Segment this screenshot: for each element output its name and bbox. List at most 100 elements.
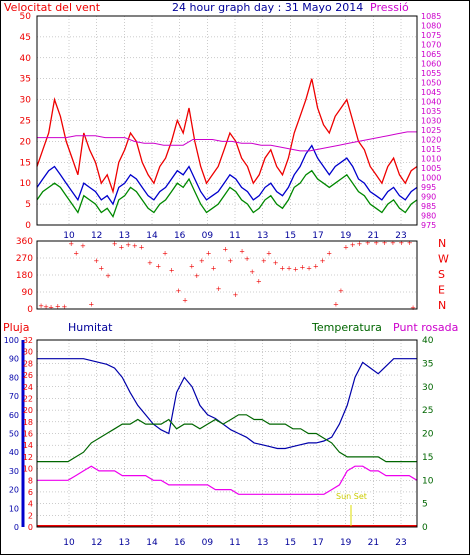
- tick-label: 30: [20, 96, 32, 106]
- tick-label: 16: [174, 538, 186, 548]
- direction-point: +: [162, 249, 168, 257]
- rain-label: Pluja: [3, 321, 29, 334]
- direction-point: +: [98, 264, 104, 272]
- wind-chart-series: [36, 78, 418, 219]
- tick-label: 5: [422, 500, 428, 510]
- direction-point: +: [373, 239, 379, 247]
- tick-label: 0: [14, 523, 19, 532]
- tick-label: 30: [23, 348, 33, 357]
- climate-chart-series: [37, 358, 418, 495]
- climate-chart-x-axis: 10 12 13 14 16 09 11 13 15 17 19 21 23: [63, 538, 406, 548]
- direction-point: +: [93, 257, 99, 265]
- tick-label: 23: [395, 538, 406, 548]
- tick-label: 1040: [421, 98, 441, 107]
- direction-point: +: [390, 239, 396, 247]
- tick-label: 45: [20, 33, 31, 43]
- tick-label: 10: [20, 179, 32, 189]
- direction-point: +: [211, 264, 217, 272]
- tick-label: 0: [422, 523, 428, 533]
- wind-speed-label: Velocitat del vent: [4, 1, 101, 14]
- tick-label: 975: [421, 221, 436, 230]
- tick-label: 40: [20, 54, 32, 64]
- series-line-pressure: [37, 131, 417, 152]
- tick-label: 13: [119, 231, 130, 241]
- humidity-label: Humitat: [68, 321, 113, 334]
- sunset-label: Sun Set: [336, 492, 367, 501]
- tick-label: 30: [9, 467, 19, 476]
- tick-label: 09: [202, 538, 214, 548]
- direction-point: +: [55, 303, 61, 311]
- wind-chart-frame: [36, 15, 418, 226]
- direction-point: +: [222, 246, 228, 254]
- tick-label: 20: [20, 137, 32, 147]
- tick-label: 1030: [421, 117, 441, 126]
- tick-label: 16: [174, 231, 186, 241]
- tick-label: 16: [23, 430, 33, 439]
- tick-label: 22: [23, 394, 33, 403]
- direction-point: +: [38, 302, 44, 310]
- tick-label: 1020: [421, 136, 441, 145]
- tick-label: 15: [422, 453, 433, 463]
- tick-label: 985: [421, 202, 436, 211]
- direction-point: +: [68, 240, 74, 248]
- tick-label: 1080: [421, 22, 441, 31]
- direction-point: +: [333, 300, 339, 308]
- tick-label: 23: [395, 231, 406, 241]
- tick-label: 13: [257, 231, 268, 241]
- tick-label: 35: [20, 75, 31, 85]
- tick-label: 30: [422, 383, 434, 393]
- direction-point: +: [43, 303, 49, 311]
- tick-label: 1085: [421, 12, 441, 21]
- direction-point: +: [244, 255, 250, 263]
- direction-point: +: [299, 264, 305, 272]
- tick-label: 60: [9, 411, 19, 420]
- direction-point: +: [286, 264, 292, 272]
- tick-label: 14: [146, 231, 158, 241]
- direction-point: +: [232, 291, 238, 299]
- tick-label: 13: [257, 538, 268, 548]
- tick-label: 24: [23, 383, 33, 392]
- direction-point: +: [261, 257, 267, 265]
- direction-point: +: [382, 239, 388, 247]
- tick-label: 35: [422, 359, 433, 369]
- tick-label: 980: [421, 212, 436, 221]
- tick-label: 1015: [421, 145, 441, 154]
- tick-label: 20: [23, 406, 33, 415]
- tick-label: 10: [23, 465, 33, 474]
- direction-point: +: [132, 242, 138, 250]
- direction-chart-frame: [36, 240, 418, 310]
- direction-point: +: [306, 264, 312, 272]
- direction-point: +: [273, 259, 279, 267]
- direction-point: +: [266, 249, 272, 257]
- direction-point: +: [293, 265, 299, 273]
- direction-point: +: [169, 266, 175, 274]
- compass-label: W: [438, 253, 449, 266]
- tick-label: 17: [312, 231, 323, 241]
- direction-point: +: [313, 263, 319, 271]
- tick-label: 18: [23, 418, 33, 427]
- direction-point: +: [155, 263, 161, 271]
- pressure-label: Pressió: [370, 1, 409, 14]
- temperature-axis: 0 5 10 15 20 25 30 35 40: [422, 336, 434, 533]
- direction-points: + + + + +++++++++ + + + ++ ++++++++++++++++++++++…: [38, 239, 416, 312]
- direction-point: +: [88, 300, 94, 308]
- climate-chart-frame: [36, 339, 418, 528]
- direction-point: +: [118, 244, 124, 252]
- tick-label: 1000: [421, 174, 441, 183]
- tick-label: 40: [9, 448, 19, 457]
- tick-label: 10: [9, 504, 19, 513]
- direction-point: +: [407, 239, 413, 247]
- direction-point: +: [73, 249, 79, 257]
- tick-label: 1055: [421, 69, 441, 78]
- direction-point: +: [227, 257, 233, 265]
- compass-label: N: [438, 237, 446, 250]
- direction-point: +: [256, 278, 262, 286]
- direction-point: +: [350, 241, 356, 249]
- direction-point: +: [189, 263, 195, 271]
- tick-label: 32: [23, 336, 33, 345]
- compass-label: E: [438, 284, 445, 297]
- tick-label: 990: [421, 193, 436, 202]
